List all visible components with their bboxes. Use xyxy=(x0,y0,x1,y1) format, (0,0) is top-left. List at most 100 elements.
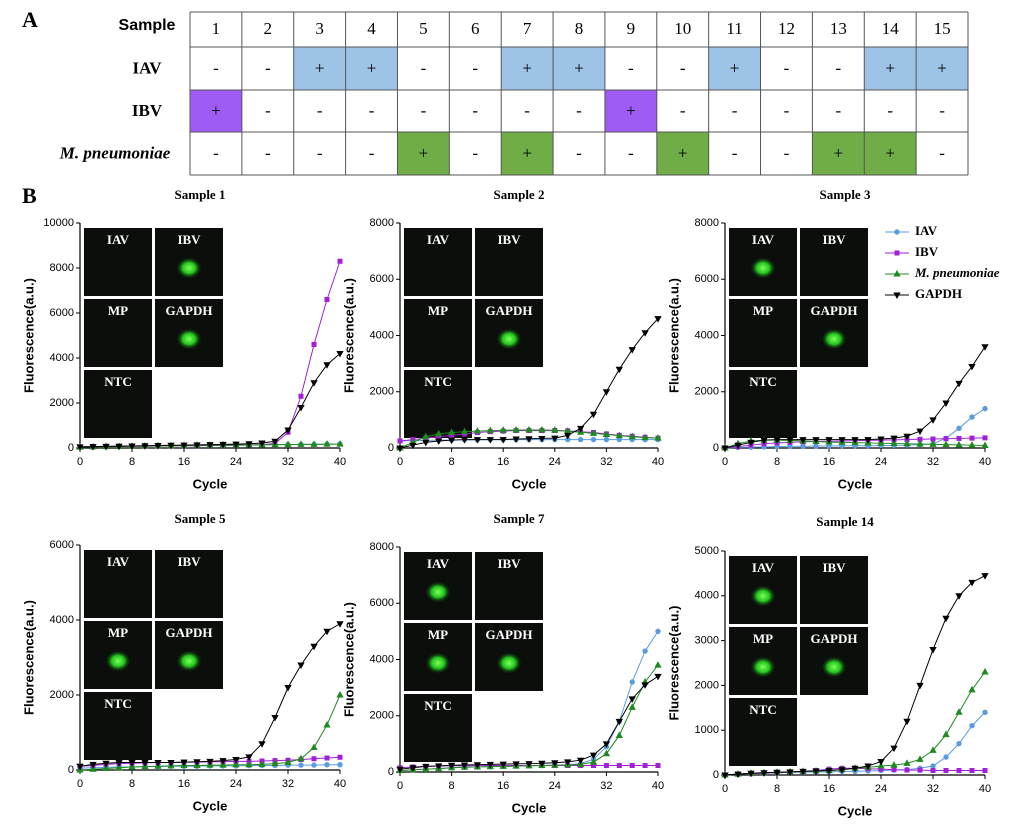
row-label: IBV xyxy=(132,101,163,120)
fluorescent-spot xyxy=(821,328,847,350)
y-axis-title: Fluorescence(a.u.) xyxy=(341,602,356,717)
data-point xyxy=(310,643,318,651)
data-point xyxy=(297,754,305,762)
x-tick-label: 8 xyxy=(129,456,135,468)
data-point xyxy=(538,435,546,443)
data-point xyxy=(641,330,649,337)
y-tick-label: 4000 xyxy=(370,329,394,341)
data-point xyxy=(654,434,662,441)
positive-cell xyxy=(501,47,554,90)
data-point xyxy=(615,431,623,439)
gel-image xyxy=(475,552,543,620)
fluorescent-spot xyxy=(176,328,202,350)
fluorescent-spot xyxy=(176,257,202,279)
data-point xyxy=(324,762,330,768)
legend-label: GAPDH xyxy=(915,286,962,301)
data-point xyxy=(812,437,820,444)
data-point xyxy=(323,720,331,728)
data-point xyxy=(337,762,343,768)
data-point xyxy=(968,579,976,587)
legend-label: M. pneumoniae xyxy=(914,265,1000,280)
data-point xyxy=(311,342,317,347)
result-cell: + xyxy=(367,58,377,77)
x-tick-label: 40 xyxy=(652,780,664,792)
x-tick-label: 0 xyxy=(77,778,83,790)
gel-image xyxy=(404,299,472,367)
x-tick-label: 24 xyxy=(549,780,561,792)
result-cell: - xyxy=(680,101,686,120)
data-point xyxy=(460,437,469,444)
data-point xyxy=(551,760,559,767)
x-tick-label: 32 xyxy=(282,456,294,468)
data-point xyxy=(297,662,305,670)
data-point xyxy=(512,761,520,768)
gel-label: IBV xyxy=(177,554,201,569)
data-point xyxy=(435,429,443,437)
x-tick-label: 32 xyxy=(600,780,612,792)
data-point xyxy=(323,362,331,369)
result-cell: + xyxy=(730,58,740,77)
data-point xyxy=(955,380,963,388)
data-point xyxy=(877,759,885,766)
y-tick-label: 4000 xyxy=(695,590,719,602)
data-point xyxy=(615,731,623,738)
result-cell: - xyxy=(421,101,427,120)
gel-label: IBV xyxy=(497,232,521,247)
data-point xyxy=(576,425,585,433)
fluorescent-spot xyxy=(496,652,522,674)
data-point xyxy=(167,442,175,450)
data-point xyxy=(642,763,648,769)
sample-number: 15 xyxy=(934,19,951,38)
data-point xyxy=(141,443,149,450)
data-point xyxy=(258,440,266,448)
legend-label: IAV xyxy=(915,223,938,238)
data-point xyxy=(747,439,755,447)
data-point xyxy=(930,768,936,774)
data-point xyxy=(486,437,494,444)
result-cell: - xyxy=(628,143,634,162)
data-point xyxy=(447,762,456,770)
positive-cell xyxy=(345,47,398,90)
data-point xyxy=(337,754,343,760)
x-tick-label: 40 xyxy=(979,456,991,468)
data-point xyxy=(968,685,976,693)
x-tick-label: 16 xyxy=(823,783,835,795)
gel-label: IAV xyxy=(107,554,130,569)
data-point xyxy=(311,756,317,762)
gel-label: IAV xyxy=(107,232,130,247)
data-point xyxy=(981,573,989,580)
sample-number: 8 xyxy=(575,19,584,38)
data-point xyxy=(982,709,988,715)
data-point xyxy=(311,762,317,768)
data-point xyxy=(916,440,924,447)
fluorescent-spot xyxy=(425,581,451,603)
sample-number: 2 xyxy=(264,19,273,38)
data-point xyxy=(851,437,859,444)
data-point xyxy=(551,435,559,443)
gel-image xyxy=(729,299,797,367)
result-cell: - xyxy=(835,58,841,77)
x-tick-label: 40 xyxy=(979,783,991,795)
x-axis-title: Cycle xyxy=(193,798,228,813)
gel-image xyxy=(729,370,797,438)
data-point xyxy=(284,685,292,692)
x-tick-label: 0 xyxy=(397,456,403,468)
data-point xyxy=(955,593,963,600)
positive-cell xyxy=(397,132,450,175)
result-cell: - xyxy=(939,143,945,162)
sample-number: 13 xyxy=(830,19,847,38)
gel-image xyxy=(404,370,472,438)
data-point xyxy=(298,393,304,399)
data-point xyxy=(89,765,97,772)
data-point xyxy=(760,437,768,445)
data-point xyxy=(747,770,755,778)
data-point xyxy=(422,763,430,771)
sample-number: 12 xyxy=(778,19,795,38)
gel-label: IBV xyxy=(177,232,201,247)
data-point xyxy=(525,425,533,433)
data-point xyxy=(310,743,318,750)
data-point xyxy=(969,768,975,774)
x-tick-label: 0 xyxy=(77,456,83,468)
